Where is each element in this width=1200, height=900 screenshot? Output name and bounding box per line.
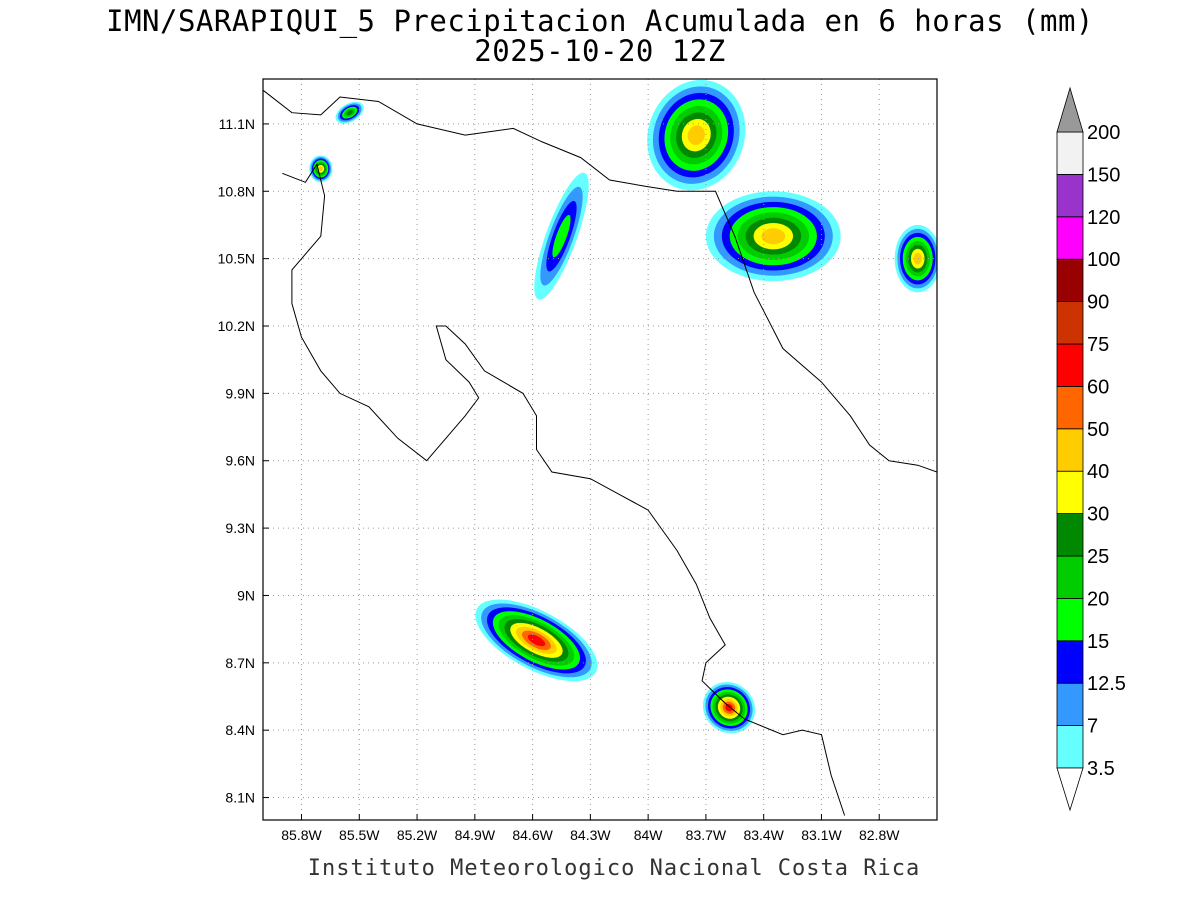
colorbar-label: 20 bbox=[1087, 588, 1109, 610]
colorbar-label: 75 bbox=[1087, 334, 1109, 356]
lat-tick-label: 10.5N bbox=[218, 251, 255, 267]
lon-tick-label: 84.6W bbox=[512, 827, 553, 843]
lat-tick-label: 8.4N bbox=[225, 722, 255, 738]
longitude-axis: 85.8W 85.5W 85.2W 84.9W 84.6W 84.3W 84W 83.7W 83… bbox=[281, 814, 900, 843]
lon-tick-label: 82.8W bbox=[859, 827, 900, 843]
colorbar-label: 30 bbox=[1087, 504, 1109, 526]
colorbar-label: 120 bbox=[1087, 207, 1120, 229]
colorbar-label: 25 bbox=[1087, 546, 1109, 568]
colorbar-swatch bbox=[1056, 513, 1084, 557]
precip-contour bbox=[552, 214, 571, 258]
precip-cell bbox=[894, 224, 937, 293]
colorbar-label: 150 bbox=[1087, 164, 1120, 186]
precip-contour bbox=[346, 110, 353, 116]
map-plot-area bbox=[263, 79, 937, 820]
lon-tick-label: 85.2W bbox=[397, 827, 438, 843]
lon-tick-label: 83.7W bbox=[686, 827, 727, 843]
lon-tick-label: 85.8W bbox=[281, 827, 322, 843]
precip-contour bbox=[761, 228, 786, 245]
colorbar: 3.5 7 12.5 15 20 25 30 40 50 60 75 90 100 120 150 200 bbox=[1056, 86, 1126, 812]
colorbar-swatch bbox=[1056, 555, 1084, 599]
lon-tick-label: 83.4W bbox=[743, 827, 784, 843]
colorbar-swatch bbox=[1056, 385, 1084, 430]
colorbar-label: 90 bbox=[1087, 292, 1109, 314]
map-subtitle: 2025-10-20 12Z bbox=[474, 34, 726, 68]
lat-tick-label: 8.1N bbox=[225, 790, 255, 806]
precip-cell bbox=[475, 599, 598, 682]
lat-tick-label: 9.3N bbox=[225, 520, 255, 536]
lat-tick-label: 8.7N bbox=[225, 655, 255, 671]
colorbar-swatch bbox=[1056, 428, 1084, 472]
lon-tick-label: 84.9W bbox=[455, 827, 496, 843]
lat-tick-label: 10.8N bbox=[218, 183, 255, 199]
colorbar-swatch bbox=[1056, 598, 1084, 642]
colorbar-swatch bbox=[1056, 725, 1084, 769]
map-title: IMN/SARAPIQUI_5 Precipitacion Acumulada … bbox=[106, 4, 1094, 38]
colorbar-swatch bbox=[1056, 173, 1084, 218]
colorbar-label: 40 bbox=[1087, 461, 1109, 483]
colorbar-label: 3.5 bbox=[1087, 758, 1115, 780]
colorbar-swatch bbox=[1056, 301, 1084, 345]
precip-cell bbox=[534, 172, 589, 300]
precip-contour bbox=[527, 634, 546, 647]
lon-tick-label: 84.3W bbox=[570, 827, 611, 843]
colorbar-swatch bbox=[1056, 343, 1084, 387]
graticule bbox=[263, 79, 937, 820]
lat-tick-label: 9N bbox=[237, 587, 255, 603]
colorbar-swatch bbox=[1056, 682, 1084, 727]
precip-cell bbox=[335, 101, 364, 124]
colorbar-swatch bbox=[1056, 216, 1084, 260]
colorbar-swatch bbox=[1056, 131, 1084, 175]
precip-contour bbox=[687, 125, 705, 145]
latitude-axis: 11.1N 10.8N 10.5N 10.2N 9.9N 9.6N 9.3N 9N 8.7N 8.… bbox=[218, 116, 269, 806]
lon-tick-label: 83.1W bbox=[801, 827, 842, 843]
coastline-caribbean bbox=[263, 89, 937, 473]
coastline bbox=[263, 89, 937, 816]
lat-tick-label: 11.1N bbox=[219, 116, 255, 132]
colorbar-label: 7 bbox=[1087, 716, 1098, 738]
coastline-pacific bbox=[282, 163, 846, 816]
colorbar-label: 200 bbox=[1087, 122, 1120, 144]
colorbar-label: 15 bbox=[1087, 631, 1109, 653]
credit-footer: Instituto Meteorologico Nacional Costa R… bbox=[307, 856, 921, 881]
map-frame bbox=[262, 78, 938, 821]
colorbar-swatch bbox=[1056, 258, 1084, 303]
precip-contour bbox=[725, 704, 733, 712]
lat-tick-label: 10.2N bbox=[218, 318, 255, 334]
lon-tick-label: 85.5W bbox=[339, 827, 380, 843]
precip-cell bbox=[705, 191, 841, 282]
colorbar-overflow-triangle bbox=[1056, 86, 1084, 133]
colorbar-swatch bbox=[1056, 470, 1084, 515]
lat-tick-label: 9.9N bbox=[225, 385, 255, 401]
colorbar-label: 60 bbox=[1087, 376, 1109, 398]
colorbar-swatch bbox=[1056, 640, 1084, 684]
precip-cell bbox=[309, 155, 333, 183]
precipitation-field bbox=[309, 79, 937, 734]
lon-tick-label: 84W bbox=[634, 827, 664, 843]
lat-tick-label: 9.6N bbox=[225, 453, 255, 469]
precip-contour bbox=[318, 166, 323, 172]
colorbar-label: 100 bbox=[1087, 249, 1120, 271]
precip-contour bbox=[913, 252, 922, 265]
colorbar-label: 50 bbox=[1087, 419, 1109, 441]
colorbar-label: 12.5 bbox=[1087, 673, 1126, 695]
colorbar-underflow-triangle bbox=[1056, 767, 1084, 812]
precip-cell bbox=[647, 79, 746, 191]
